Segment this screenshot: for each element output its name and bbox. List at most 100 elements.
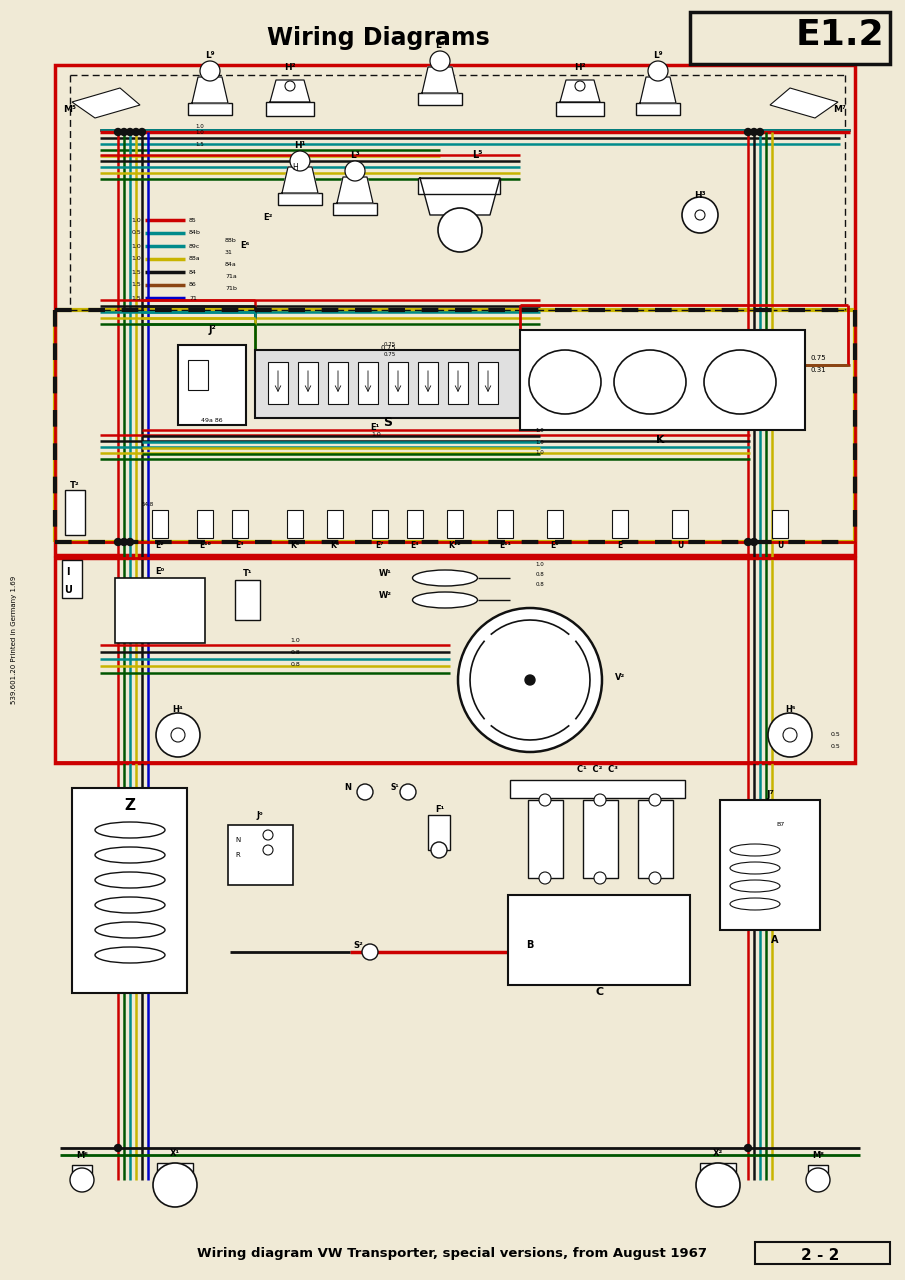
Text: 84a: 84a [225, 261, 237, 266]
Bar [672, 509, 688, 538]
Text: 54.8: 54.8 [142, 503, 154, 507]
Text: H⁵: H⁵ [785, 705, 795, 714]
Bar [152, 509, 168, 538]
Text: 1.5: 1.5 [131, 270, 141, 274]
Bar [65, 490, 85, 535]
Text: L⁹: L⁹ [653, 50, 662, 59]
Text: W¹: W¹ [378, 568, 392, 577]
Circle shape [70, 1167, 94, 1192]
Circle shape [750, 128, 757, 136]
Text: C: C [595, 987, 604, 997]
Text: K: K [656, 435, 664, 445]
Circle shape [431, 842, 447, 858]
Text: L³: L³ [350, 151, 360, 160]
Bar [178, 346, 246, 425]
Bar [235, 580, 260, 620]
Circle shape [285, 81, 295, 91]
Text: 0.75: 0.75 [384, 343, 396, 347]
Text: 1.0: 1.0 [195, 123, 205, 128]
Text: X¹: X¹ [170, 1148, 180, 1157]
Text: A: A [771, 934, 778, 945]
Polygon shape [282, 166, 318, 193]
Text: H³: H³ [694, 191, 706, 200]
Text: H⁴: H⁴ [173, 705, 184, 714]
Circle shape [539, 794, 551, 806]
Polygon shape [192, 77, 228, 102]
Text: K⁶: K⁶ [291, 540, 300, 549]
Text: 1.0: 1.0 [131, 256, 141, 261]
Text: 0.5: 0.5 [830, 732, 840, 737]
Circle shape [132, 128, 139, 136]
Circle shape [696, 1164, 740, 1207]
Text: 1.0: 1.0 [536, 428, 545, 433]
Circle shape [757, 128, 764, 136]
Text: J²: J² [208, 325, 216, 335]
Bar [197, 509, 213, 538]
Text: 1.5: 1.5 [131, 296, 141, 301]
Text: Wiring Diagrams: Wiring Diagrams [267, 26, 490, 50]
Text: 1.0: 1.0 [371, 433, 381, 438]
Circle shape [695, 210, 705, 220]
Bar [278, 193, 322, 205]
Bar [636, 102, 680, 115]
Circle shape [649, 794, 661, 806]
Ellipse shape [704, 349, 776, 413]
Text: E⁶: E⁶ [241, 241, 250, 250]
Text: L⁴: L⁴ [435, 41, 445, 50]
Bar [115, 579, 205, 643]
Bar [508, 895, 690, 986]
Bar [772, 509, 788, 538]
Bar [700, 1164, 736, 1178]
Circle shape [648, 61, 668, 81]
Circle shape [345, 161, 365, 180]
Circle shape [120, 539, 128, 545]
Circle shape [745, 1144, 751, 1152]
Polygon shape [422, 67, 458, 93]
Text: K⁶: K⁶ [330, 540, 339, 549]
Bar [720, 800, 820, 931]
Bar [583, 800, 618, 878]
Circle shape [745, 128, 751, 136]
Circle shape [594, 872, 606, 884]
Text: 0.75: 0.75 [810, 355, 826, 361]
Circle shape [127, 128, 134, 136]
Text: H²: H² [284, 64, 296, 73]
Circle shape [649, 872, 661, 884]
Text: 1.0: 1.0 [195, 129, 205, 134]
Text: 89c: 89c [189, 243, 200, 248]
Bar [755, 1242, 890, 1265]
Circle shape [458, 608, 602, 751]
Text: H²: H² [574, 64, 586, 73]
Circle shape [120, 128, 128, 136]
Text: N: N [345, 783, 351, 792]
Bar [72, 788, 187, 993]
Text: 0.8: 0.8 [291, 662, 300, 667]
Bar [428, 815, 450, 850]
Bar [255, 349, 520, 419]
Text: 86: 86 [189, 283, 196, 288]
Text: S: S [384, 416, 393, 429]
Polygon shape [420, 178, 500, 215]
Bar [510, 780, 685, 797]
Text: 49a 86: 49a 86 [201, 417, 223, 422]
Bar [287, 509, 303, 538]
Circle shape [682, 197, 718, 233]
Text: 1.0: 1.0 [536, 562, 545, 567]
Ellipse shape [614, 349, 686, 413]
Circle shape [575, 81, 585, 91]
Text: 1.5: 1.5 [195, 142, 205, 146]
Text: E: E [617, 540, 623, 549]
Text: E³: E³ [235, 540, 244, 549]
Circle shape [768, 713, 812, 756]
Bar [418, 178, 500, 195]
Text: B7: B7 [776, 823, 784, 827]
Text: 1.0: 1.0 [131, 243, 141, 248]
Circle shape [290, 151, 310, 172]
Text: S¹: S¹ [391, 783, 399, 792]
Bar [556, 102, 604, 116]
Text: N: N [235, 837, 241, 844]
Text: F¹: F¹ [435, 805, 444, 814]
Bar [188, 360, 208, 390]
Text: V²: V² [614, 673, 625, 682]
Circle shape [200, 61, 220, 81]
